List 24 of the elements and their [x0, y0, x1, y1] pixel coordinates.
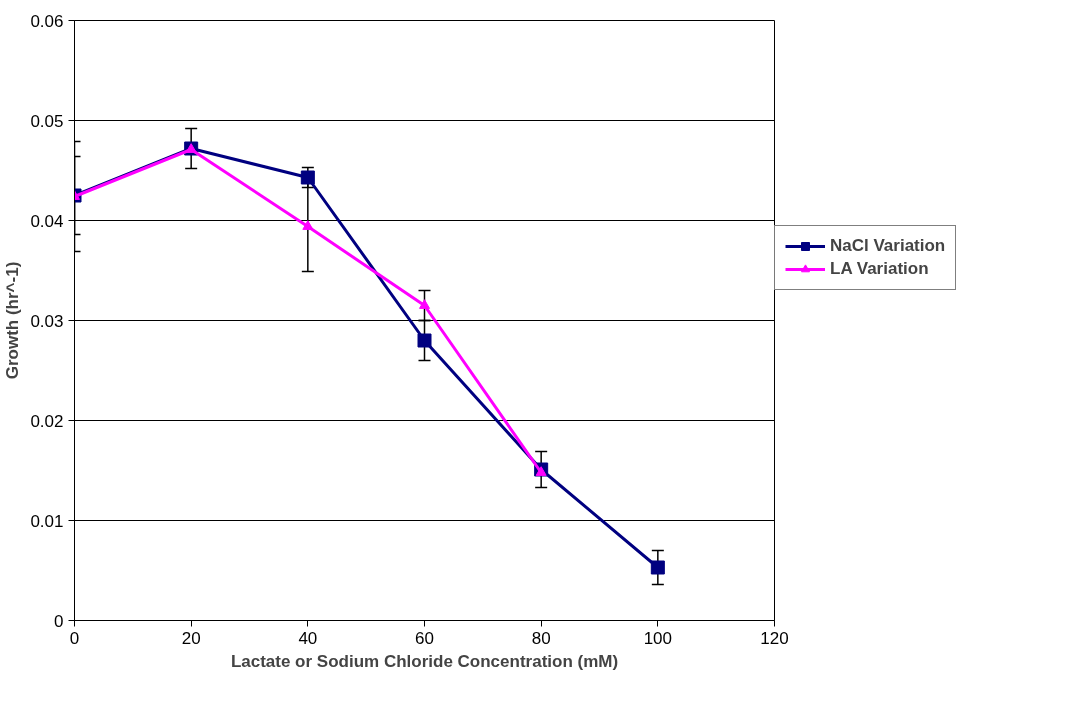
- x-tick-label: 80: [531, 628, 551, 648]
- point: [302, 220, 314, 230]
- y-tick-label: 0.06: [30, 11, 64, 31]
- x-tick-label: 60: [415, 628, 434, 648]
- x-axis-title: Lactate or Sodium Chloride Concentration (mM): [230, 651, 619, 671]
- y-tick-label: 0.03: [30, 311, 64, 331]
- y-tick-label: 0.05: [30, 111, 64, 131]
- point: [650, 560, 665, 575]
- point: [417, 333, 432, 348]
- y-tick-label: 0: [54, 611, 64, 631]
- point: [419, 299, 430, 309]
- x-tick-label: 120: [760, 628, 789, 648]
- legend-label: NaCl Variation: [830, 236, 946, 256]
- x-tick-label: 20: [181, 628, 201, 648]
- x-tick-label: 100: [643, 628, 673, 648]
- y-tick-label: 0.04: [30, 211, 64, 231]
- y-tick-label: 0.02: [30, 411, 64, 431]
- x-tick-label: 0: [69, 628, 80, 648]
- point: [300, 170, 315, 185]
- legend-label: LA Variation: [830, 259, 929, 279]
- x-tick-label: 40: [298, 628, 318, 648]
- y-tick-label: 0.01: [30, 511, 64, 531]
- point: [535, 466, 547, 476]
- y-axis-title: Growth (hr^-1): [3, 261, 23, 380]
